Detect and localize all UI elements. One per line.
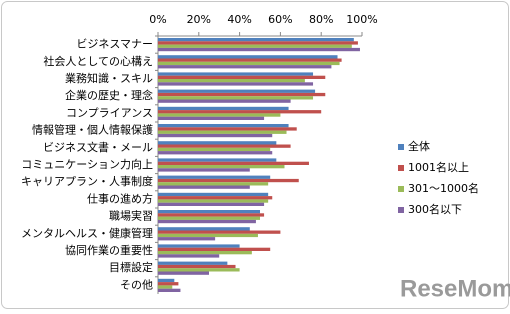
bar: [158, 144, 291, 148]
y-tick-label: メンタルヘルス・健康管理: [21, 226, 153, 240]
bar: [158, 58, 342, 62]
bar: [158, 55, 338, 59]
bar: [158, 99, 291, 103]
x-tick-label: 0%: [149, 13, 166, 26]
y-tick-label: その他: [120, 278, 153, 291]
bar: [158, 216, 260, 220]
bar: [158, 202, 265, 206]
bar: [158, 192, 269, 197]
bar: [158, 158, 277, 162]
y-tick-label: ビジネス文書・メール: [43, 140, 153, 154]
bar: [158, 178, 299, 183]
y-tick-label: 協同作業の重要性: [65, 243, 153, 257]
bar: [158, 237, 216, 241]
legend-swatch: [398, 207, 404, 213]
x-tick-label: 20%: [187, 13, 211, 26]
x-tick-label: 40%: [227, 13, 251, 26]
bar: [158, 41, 358, 45]
bar: [158, 61, 340, 66]
bar: [158, 288, 181, 292]
bar: [158, 130, 287, 134]
bar: [158, 199, 269, 203]
bar: [158, 182, 269, 186]
bar: [158, 127, 297, 131]
legend-label: 1001名以上: [408, 160, 469, 174]
chart-frame: [1, 1, 509, 309]
bar: [158, 278, 175, 283]
x-tick-label: 100%: [346, 13, 377, 26]
bar: [158, 92, 326, 97]
legend-label: 301～1000名: [408, 181, 479, 195]
bar: [158, 175, 271, 179]
bar: [158, 264, 236, 269]
bar: [158, 141, 277, 145]
legend-label: 全体: [408, 139, 430, 153]
bar: [158, 65, 332, 69]
bar: [158, 196, 273, 200]
bar: [158, 147, 271, 152]
y-tick-label: 仕事の進め方: [87, 191, 153, 205]
bar: [158, 161, 309, 165]
bar: [158, 82, 314, 86]
bar: [158, 261, 228, 265]
bar: [158, 251, 252, 255]
bar: [158, 247, 271, 251]
legend-label: 300名以下: [408, 202, 462, 216]
y-tick-label: 社会人としての心構え: [43, 54, 153, 68]
bar: [158, 213, 265, 217]
y-tick-label: ビジネスマナー: [76, 38, 153, 51]
bar: [158, 254, 220, 258]
bar: [158, 285, 173, 289]
bar: [158, 233, 258, 238]
x-tick-label: 80%: [309, 13, 333, 26]
bar: [158, 168, 250, 172]
bar: [158, 47, 360, 52]
bar: [158, 227, 250, 231]
legend-swatch: [398, 165, 404, 171]
y-tick-label: 目標設定: [109, 260, 153, 274]
bar: [158, 124, 289, 128]
bar: [158, 133, 273, 138]
watermark: ReseMom: [400, 275, 510, 302]
bar: [158, 110, 322, 114]
bar: [158, 244, 240, 248]
legend-swatch: [398, 186, 404, 192]
y-tick-label: キャリアプラン・人事制度: [21, 174, 153, 188]
bar: [158, 44, 352, 48]
y-tick-label: コミュニケーション力向上: [21, 157, 153, 171]
bar: [158, 230, 281, 234]
bar: [158, 268, 240, 272]
bar: [158, 271, 209, 275]
bar: [158, 113, 281, 117]
bar: [158, 185, 250, 189]
bar: [158, 165, 285, 169]
bar: [158, 106, 289, 111]
bar: [158, 79, 305, 83]
y-tick-label: 業務知識・スキル: [65, 71, 153, 85]
y-tick-label: 企業の歴史・理念: [65, 88, 153, 102]
y-tick-label: コンプライアンス: [66, 106, 153, 119]
y-tick-label: 情報管理・個人情報保護: [32, 123, 153, 137]
y-tick-label: 職場実習: [109, 209, 153, 223]
bar: [158, 89, 316, 93]
bar: [158, 282, 179, 286]
bar: [158, 219, 256, 224]
legend-swatch: [398, 144, 404, 150]
bar: [158, 72, 314, 76]
bar: [158, 151, 273, 155]
bar: [158, 75, 326, 79]
x-tick-label: 60%: [268, 13, 292, 26]
bar: [158, 210, 260, 214]
bar: [158, 38, 354, 42]
bar: [158, 116, 265, 120]
bar: [158, 96, 314, 100]
